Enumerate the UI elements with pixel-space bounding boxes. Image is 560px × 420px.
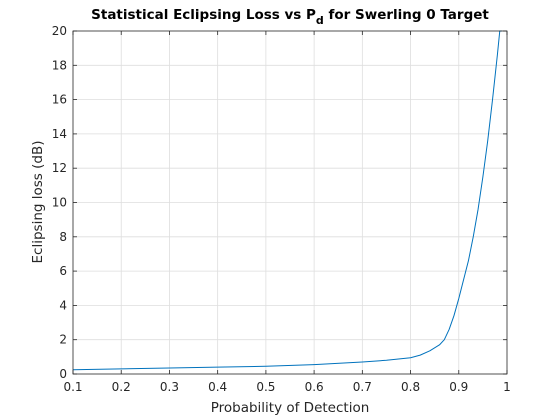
- x-tick-label: 0.3: [160, 380, 179, 394]
- x-tick-label: 0.7: [353, 380, 372, 394]
- x-tick-label: 0.6: [305, 380, 324, 394]
- chart-title-subscript: d: [316, 14, 324, 27]
- y-tick-label: 10: [52, 196, 67, 210]
- x-tick-label: 0.4: [208, 380, 227, 394]
- y-tick-label: 12: [52, 161, 67, 175]
- y-tick-label: 8: [59, 230, 67, 244]
- x-tick-label: 0.1: [63, 380, 82, 394]
- x-axis-label: Probability of Detection: [211, 400, 370, 416]
- chart-title: Statistical Eclipsing Loss vs Pd for Swe…: [91, 7, 489, 27]
- y-tick-label: 14: [52, 127, 67, 141]
- y-tick-labels: 0 2 4 6 8 10 12 14 16 18 20: [52, 24, 67, 381]
- x-tick-label: 0.8: [401, 380, 420, 394]
- grid: [73, 31, 507, 374]
- y-tick-label: 0: [59, 367, 67, 381]
- x-tick-labels: 0.1 0.2 0.3 0.4 0.5 0.6 0.7 0.8 0.9 1: [63, 380, 510, 394]
- y-tick-label: 2: [59, 333, 67, 347]
- y-tick-label: 16: [52, 93, 67, 107]
- chart-title-main: Statistical Eclipsing Loss vs P: [91, 7, 316, 23]
- x-tick-label: 0.2: [112, 380, 131, 394]
- ticks: [72, 30, 508, 375]
- x-tick-label: 1: [503, 380, 511, 394]
- y-tick-label: 20: [52, 24, 67, 38]
- x-tick-label: 0.5: [256, 380, 275, 394]
- x-tick-label: 0.9: [449, 380, 468, 394]
- plot-line-group: [72, 30, 503, 371]
- series-line: [72, 30, 503, 371]
- chart-title-suffix: for Swerling 0 Target: [324, 7, 490, 23]
- y-axis-label: Eclipsing loss (dB): [30, 141, 46, 264]
- y-tick-label: 4: [59, 298, 67, 312]
- y-tick-label: 18: [52, 58, 67, 72]
- y-tick-label: 6: [59, 264, 67, 278]
